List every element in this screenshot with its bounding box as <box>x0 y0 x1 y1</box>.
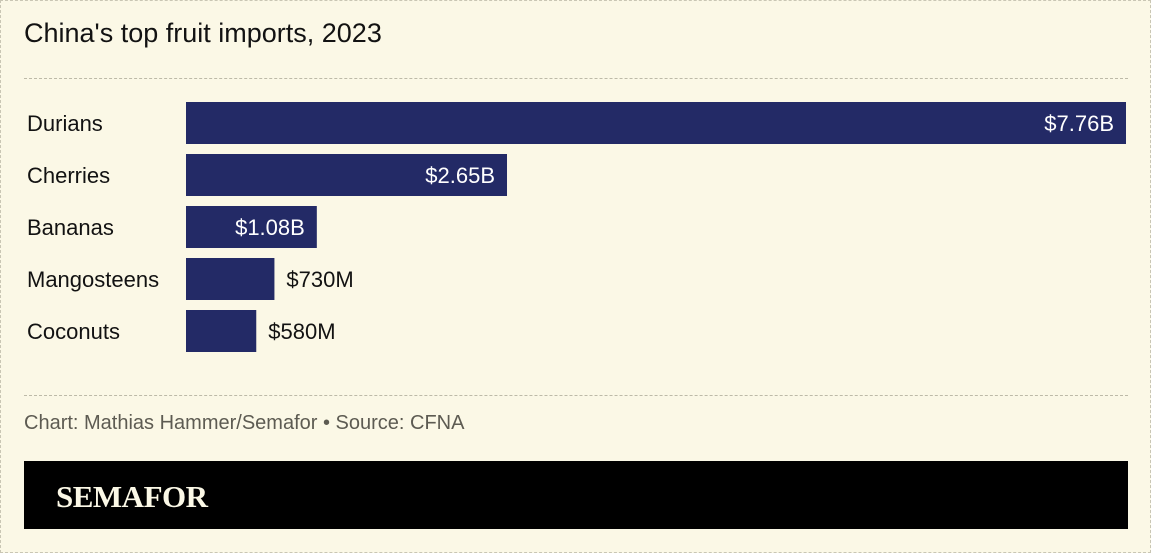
bottom-divider <box>24 395 1128 396</box>
bar <box>186 310 257 352</box>
category-label: Durians <box>27 111 103 136</box>
bar-chart: Durians $7.76B Cherries $2.65B Bananas $1.08B… <box>27 102 1126 352</box>
bar <box>186 154 508 196</box>
bar <box>186 258 275 300</box>
brand-footer: SEMAFOR <box>24 461 1128 529</box>
category-label: Coconuts <box>27 319 120 344</box>
category-label: Cherries <box>27 163 110 188</box>
semafor-logo: SEMAFOR <box>56 479 208 514</box>
chart-title: China's top fruit imports, 2023 <box>24 18 382 48</box>
category-label: Mangosteens <box>27 267 159 292</box>
source-credit: Chart: Mathias Hammer/Semafor • Source: … <box>24 412 465 434</box>
value-label: $7.76B <box>1044 111 1114 136</box>
value-label: $580M <box>268 319 335 344</box>
bar <box>186 102 1126 144</box>
bar <box>186 206 317 248</box>
value-label: $2.65B <box>425 163 495 188</box>
top-divider <box>24 78 1128 79</box>
value-label: $1.08B <box>235 215 305 240</box>
value-label: $730M <box>286 267 353 292</box>
category-label: Bananas <box>27 215 114 240</box>
